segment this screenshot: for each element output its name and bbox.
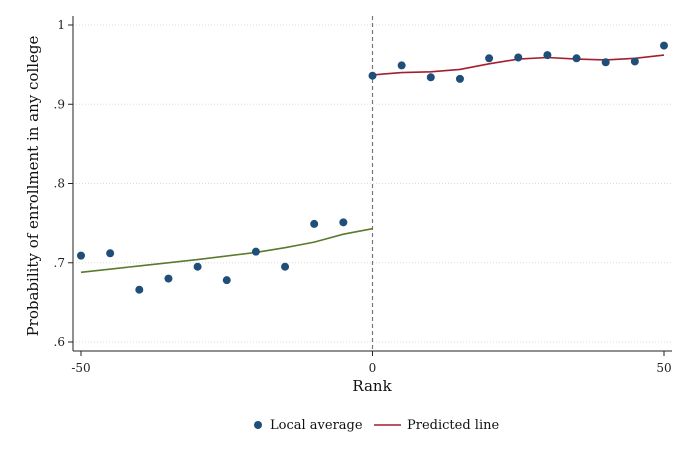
y-ticks: .6 .7 .8 .9 1 <box>54 18 73 349</box>
local-average-point <box>310 219 319 228</box>
y-axis-title: Probability of enrollment in any college <box>24 35 42 336</box>
local-average-point <box>77 251 85 260</box>
local-average-point <box>106 249 115 258</box>
local-average-point <box>135 285 144 294</box>
local-average-point <box>281 262 290 271</box>
predicted-line-left <box>80 227 373 274</box>
y-tick-label: .6 <box>54 335 65 349</box>
local-average-point <box>572 54 581 63</box>
y-tick-label: 1 <box>57 18 65 32</box>
legend-label-local-average: Local average <box>270 418 363 433</box>
x-tick-label: 0 <box>369 361 377 375</box>
legend: Local average Predicted line <box>254 418 499 433</box>
x-ticks: -50 0 50 <box>71 351 672 375</box>
legend-label-predicted-line: Predicted line <box>407 418 499 433</box>
y-tick-label: .8 <box>54 177 65 191</box>
local-average-point <box>339 218 348 227</box>
x-tick-label: -50 <box>71 361 90 375</box>
local-average-point <box>426 73 435 82</box>
local-average-point <box>514 53 523 62</box>
local-average-point <box>660 41 668 50</box>
local-average-point <box>251 247 260 256</box>
local-average-point <box>368 71 377 80</box>
y-tick-label: .7 <box>54 256 65 270</box>
legend-marker-local-average <box>254 421 262 429</box>
local-average-point <box>222 276 231 285</box>
local-average-point <box>193 262 202 271</box>
local-average-point <box>601 58 610 67</box>
x-tick-label: 50 <box>656 361 671 375</box>
scatter-points <box>77 41 668 294</box>
x-axis-title: Rank <box>352 377 392 395</box>
local-average-point <box>485 54 494 63</box>
local-average-point <box>397 61 406 70</box>
local-average-point <box>543 51 552 60</box>
local-average-point <box>164 274 173 283</box>
y-tick-label: .9 <box>54 97 65 111</box>
local-average-point <box>630 57 639 66</box>
local-average-point <box>455 74 464 83</box>
